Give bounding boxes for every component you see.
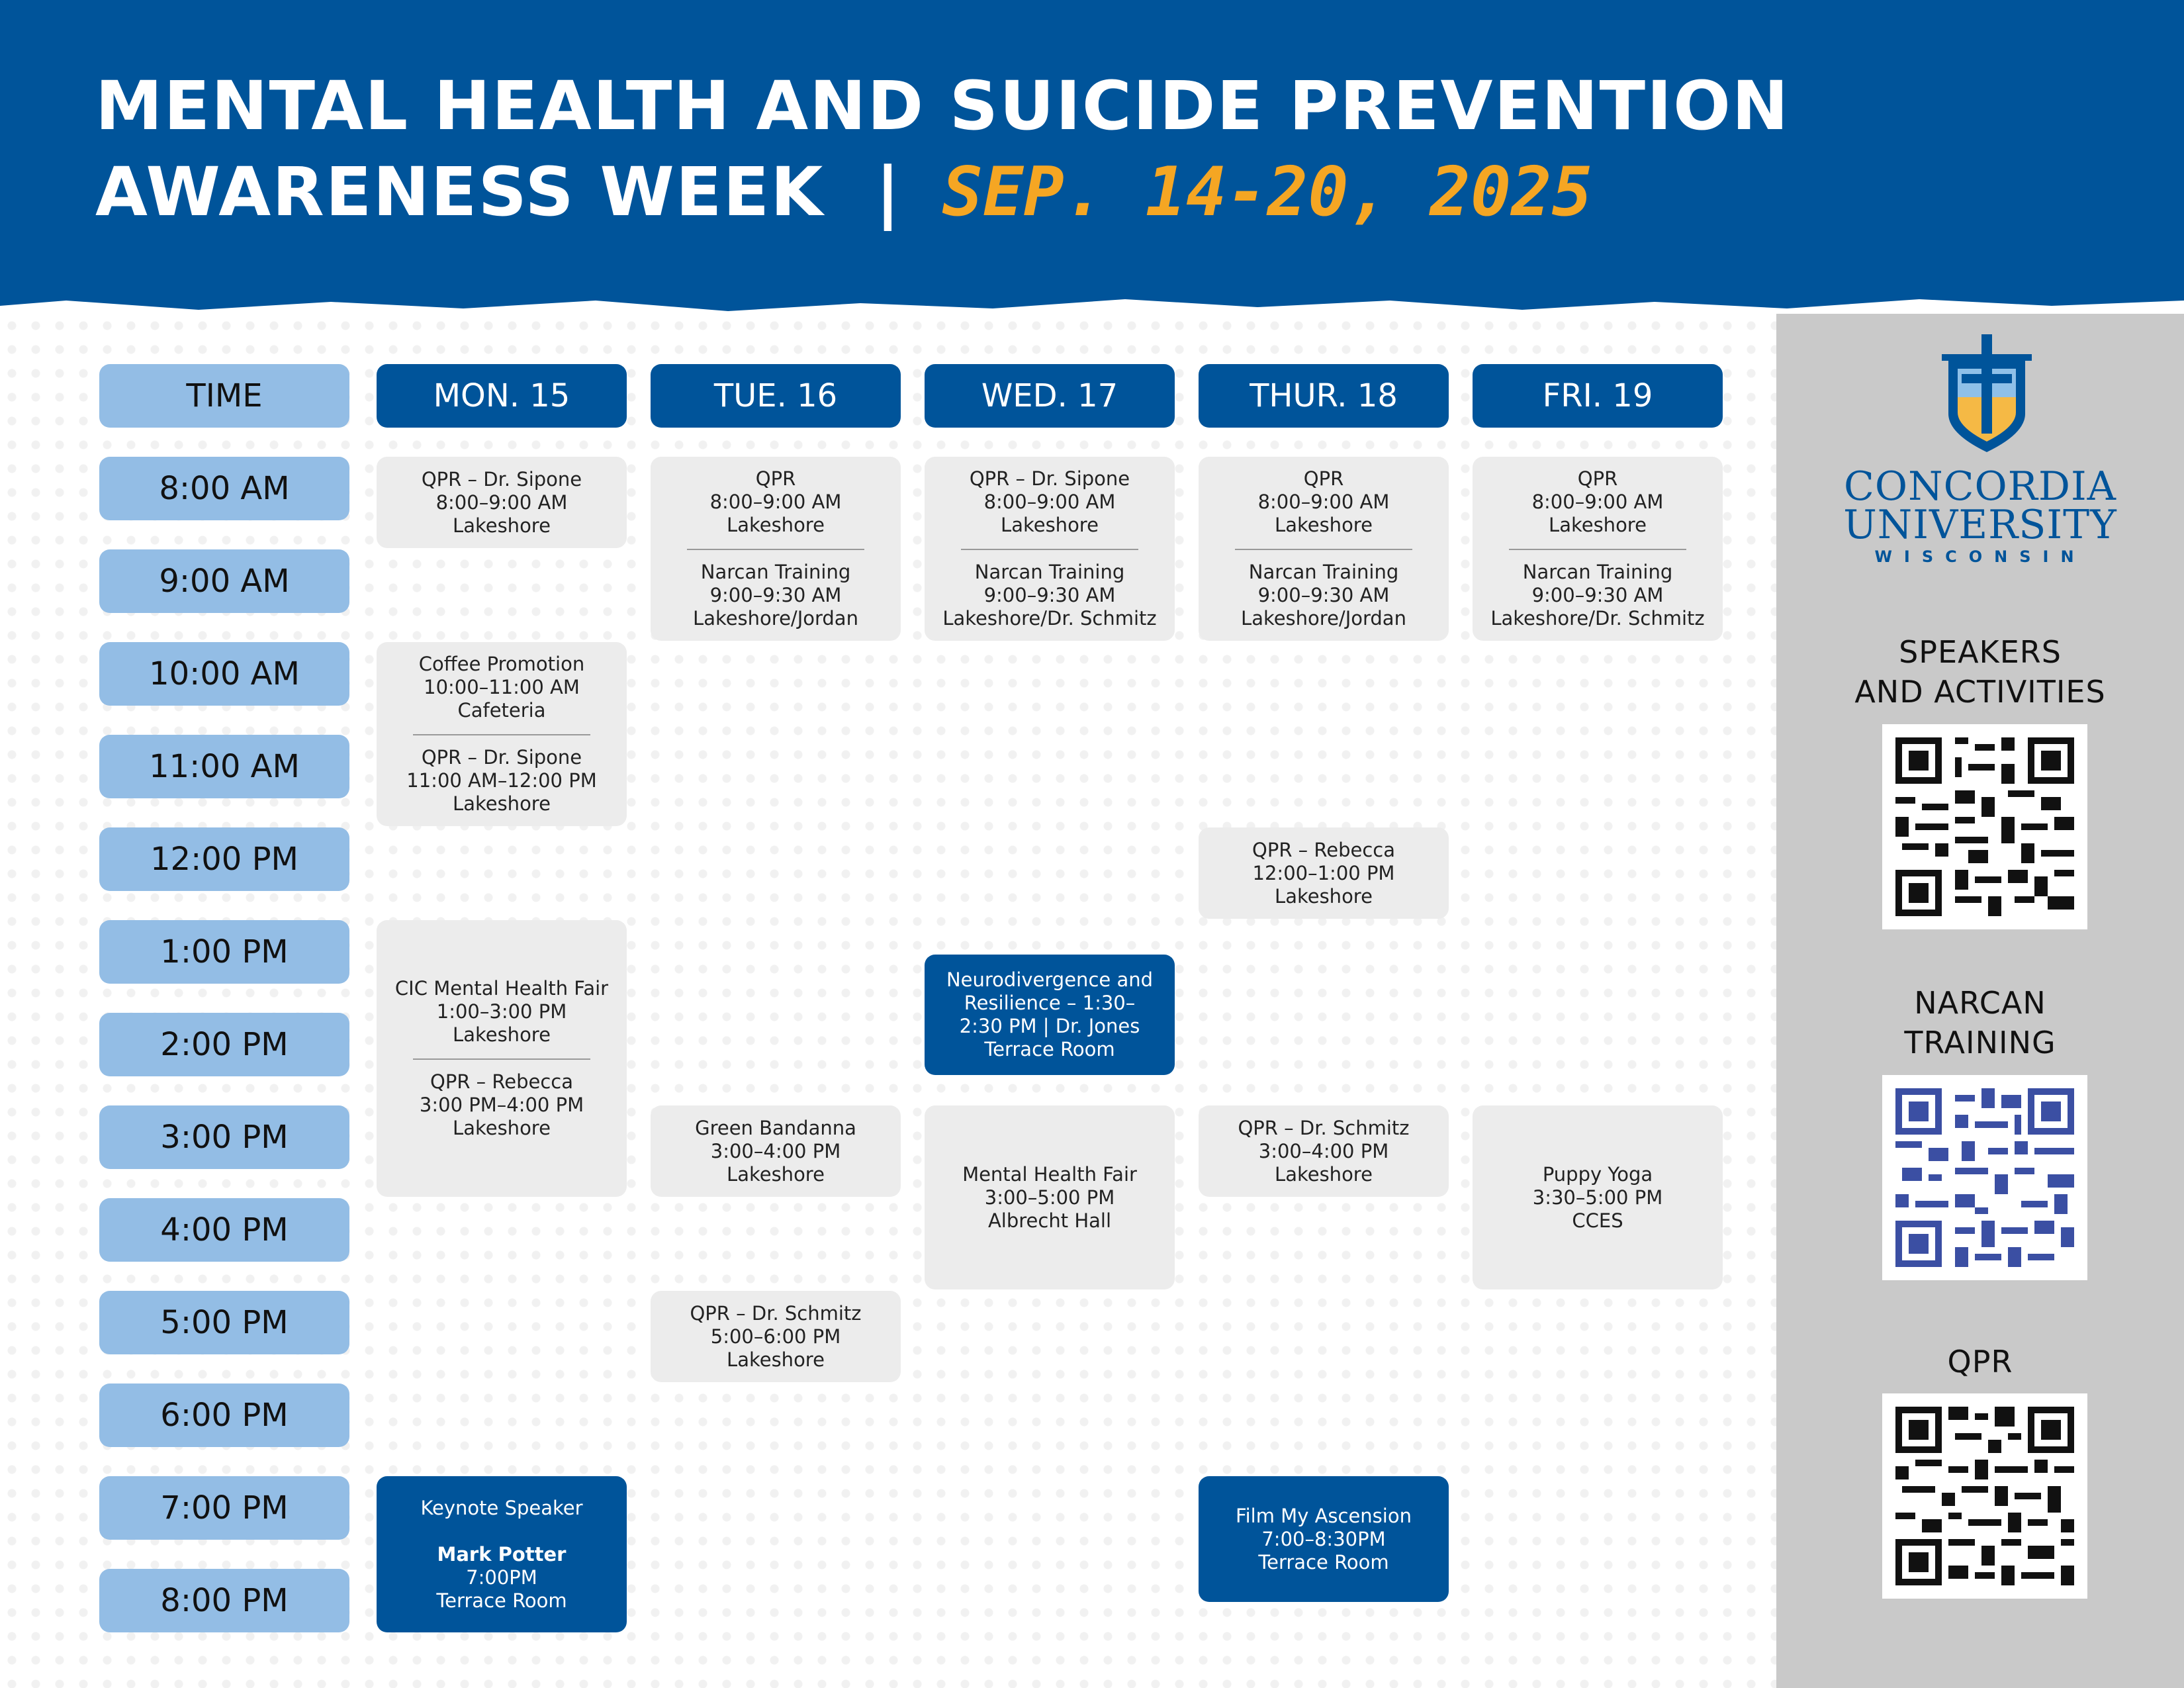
event-thu-film: Film My Ascension 7:00–8:30PM Terrace Ro… [1199,1476,1449,1602]
qr-pattern-narcan [1895,1088,2074,1267]
event-tue-qpr-narcan: QPR 8:00–9:00 AM Lakeshore Narcan Traini… [651,457,901,641]
qr-label-narcan: NARCAN TRAINING [1904,985,2056,1060]
event-mon-keynote: Keynote Speaker Mark Potter 7:00PM Terra… [377,1476,627,1632]
qr-label-qpr: QPR [1947,1344,2013,1380]
time-slot-8pm: 8:00 PM [99,1569,349,1632]
time-slot-8am: 8:00 AM [99,457,349,520]
event-fri-puppy-yoga: Puppy Yoga 3:30–5:00 PM CCES [1473,1105,1723,1289]
event-mon-coffee-qpr: Coffee Promotion 10:00–11:00 AM Cafeteri… [377,642,627,826]
event-divider [1509,549,1686,550]
time-slot-1pm: 1:00 PM [99,920,349,984]
day-header-wed: WED. 17 [925,364,1175,428]
logo-text-university: UNIVERSITY [1843,502,2117,548]
university-crest-icon [1942,334,2032,452]
time-slot-6pm: 6:00 PM [99,1383,349,1447]
event-mon-qpr: QPR – Dr. Sipone 8:00–9:00 AM Lakeshore [377,457,627,548]
event-tue-qpr-schmitz: QPR – Dr. Schmitz 5:00–6:00 PM Lakeshore [651,1291,901,1382]
page-title-line2: AWARENESS WEEK | SEP. 14-20, 2025 [95,159,1592,226]
event-wed-mental-health-fair: Mental Health Fair 3:00–5:00 PM Albrecht… [925,1105,1175,1289]
event-mon-fair-qpr: CIC Mental Health Fair 1:00–3:00 PM Lake… [377,920,627,1197]
event-divider [1235,549,1412,550]
event-thu-qpr-rebecca: QPR – Rebecca 12:00–1:00 PM Lakeshore [1199,827,1449,919]
qr-code-speakers-icon[interactable] [1882,724,2087,929]
page-title-line1: MENTAL HEALTH AND SUICIDE PREVENTION [95,67,1790,146]
qr-code-narcan-icon[interactable] [1882,1075,2087,1280]
event-wed-neurodivergence: Neurodivergence and Resilience – 1:30– 2… [925,955,1175,1075]
time-slot-4pm: 4:00 PM [99,1198,349,1262]
event-dates: SEP. 14-20, 2025 [942,153,1593,232]
day-header-thu: THUR. 18 [1199,364,1449,428]
title-week: AWARENESS WEEK [95,153,825,232]
time-slot-12pm: 12:00 PM [99,827,349,891]
header-brush-edge [0,291,2184,311]
time-slot-9am: 9:00 AM [99,549,349,613]
time-slot-5pm: 5:00 PM [99,1291,349,1354]
event-wed-qpr-narcan: QPR – Dr. Sipone 8:00–9:00 AM Lakeshore … [925,457,1175,641]
time-column-header: TIME [99,364,349,428]
qr-code-qpr-icon[interactable] [1882,1393,2087,1599]
event-divider [413,1058,590,1060]
day-header-tue: TUE. 16 [651,364,901,428]
header-banner [0,0,2184,299]
time-slot-7pm: 7:00 PM [99,1476,349,1540]
day-header-fri: FRI. 19 [1473,364,1723,428]
title-separator: | [875,153,902,232]
logo-text-concordia: CONCORDIA [1843,463,2116,510]
time-slot-10am: 10:00 AM [99,642,349,706]
event-thu-qpr-schmitz: QPR – Dr. Schmitz 3:00–4:00 PM Lakeshore [1199,1105,1449,1197]
logo-text-wisconsin: WISCONSIN [1874,547,2086,566]
qr-pattern-speakers [1895,737,2074,916]
time-slot-2pm: 2:00 PM [99,1013,349,1076]
event-divider [961,549,1138,550]
time-slot-11am: 11:00 AM [99,735,349,798]
event-tue-green-bandanna: Green Bandanna 3:00–4:00 PM Lakeshore [651,1105,901,1197]
event-divider [687,549,864,550]
qr-label-speakers: SPEAKERS AND ACTIVITIES [1854,634,2106,710]
event-thu-qpr-narcan: QPR 8:00–9:00 AM Lakeshore Narcan Traini… [1199,457,1449,641]
event-fri-qpr-narcan: QPR 8:00–9:00 AM Lakeshore Narcan Traini… [1473,457,1723,641]
time-slot-3pm: 3:00 PM [99,1105,349,1169]
qr-pattern-qpr [1895,1407,2074,1585]
event-divider [413,734,590,735]
day-header-mon: MON. 15 [377,364,627,428]
